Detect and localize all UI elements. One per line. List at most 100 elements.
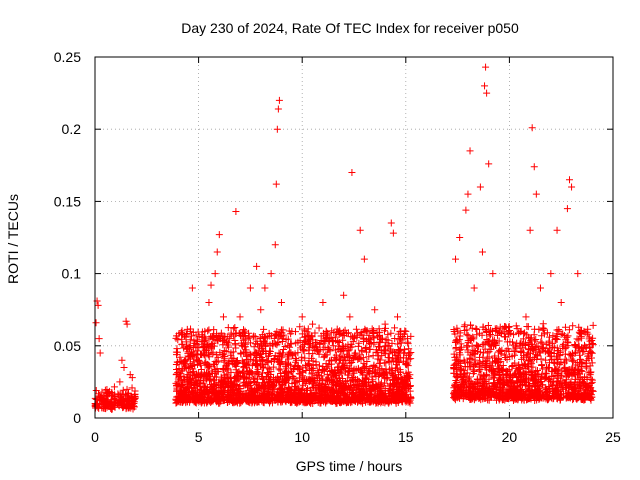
data-point	[184, 394, 192, 402]
data-point	[122, 317, 130, 325]
data-point	[255, 371, 263, 379]
data-point	[404, 351, 412, 359]
data-point	[466, 147, 474, 155]
data-point	[587, 348, 595, 356]
data-point	[282, 397, 290, 405]
data-point	[346, 383, 354, 391]
data-point	[363, 396, 371, 404]
data-point	[575, 323, 583, 331]
data-point	[502, 371, 510, 379]
data-point	[561, 355, 569, 363]
data-point	[315, 381, 323, 389]
data-point	[457, 365, 465, 373]
data-point	[360, 335, 368, 343]
data-point	[340, 291, 348, 299]
data-point	[568, 183, 576, 191]
data-point	[374, 389, 382, 397]
data-point	[501, 333, 509, 341]
data-point	[269, 381, 277, 389]
data-point	[254, 387, 262, 395]
data-point	[523, 352, 531, 360]
data-point	[566, 394, 574, 402]
data-point	[378, 365, 386, 373]
data-point	[484, 390, 492, 398]
data-point	[333, 325, 341, 333]
data-point	[306, 340, 314, 348]
data-point	[211, 358, 219, 366]
data-point	[225, 374, 233, 382]
data-point	[463, 330, 471, 338]
data-point	[373, 328, 381, 336]
data-point	[98, 404, 106, 412]
data-point	[485, 353, 493, 361]
data-point	[491, 369, 499, 377]
data-point	[485, 160, 493, 168]
data-point	[450, 327, 458, 335]
data-point	[105, 390, 113, 398]
data-point	[403, 376, 411, 384]
data-point	[253, 262, 261, 270]
data-point	[323, 351, 331, 359]
data-point	[305, 350, 313, 358]
data-point	[564, 332, 572, 340]
data-point	[229, 360, 237, 368]
data-point	[574, 270, 582, 278]
data-point	[587, 379, 595, 387]
data-point	[355, 339, 363, 347]
data-point	[476, 183, 484, 191]
data-point	[295, 398, 303, 406]
data-point	[209, 350, 217, 358]
data-point	[402, 327, 410, 335]
data-point	[504, 391, 512, 399]
data-point	[322, 333, 330, 341]
data-point	[462, 206, 470, 214]
data-point	[583, 356, 591, 364]
data-point	[195, 356, 203, 364]
data-point	[532, 190, 540, 198]
data-point	[217, 388, 225, 396]
data-point	[531, 396, 539, 404]
data-point	[384, 331, 392, 339]
data-point	[232, 208, 240, 216]
data-point	[300, 347, 308, 355]
data-point	[391, 390, 399, 398]
data-point	[338, 365, 346, 373]
data-point	[338, 343, 346, 351]
data-point	[260, 333, 268, 341]
data-point	[268, 380, 276, 388]
data-point	[296, 344, 304, 352]
data-point	[469, 366, 477, 374]
data-point	[476, 359, 484, 367]
data-point	[387, 329, 395, 337]
data-point	[348, 376, 356, 384]
data-point	[543, 347, 551, 355]
data-point	[404, 335, 412, 343]
data-point	[182, 338, 190, 346]
data-point	[542, 356, 550, 364]
data-point	[519, 371, 527, 379]
data-point	[457, 345, 465, 353]
data-point	[453, 378, 461, 386]
data-point	[176, 353, 184, 361]
data-point	[328, 327, 336, 335]
data-point	[569, 357, 577, 365]
data-point	[384, 342, 392, 350]
data-point	[539, 343, 547, 351]
data-point	[248, 362, 256, 370]
data-point	[96, 349, 104, 357]
data-point	[274, 105, 282, 113]
data-point	[186, 327, 194, 335]
data-point	[545, 375, 553, 383]
data-point	[575, 336, 583, 344]
data-point	[339, 336, 347, 344]
data-point	[341, 378, 349, 386]
data-point	[279, 394, 287, 402]
data-point	[197, 395, 205, 403]
data-point	[119, 386, 127, 394]
data-point	[539, 326, 547, 334]
data-point	[511, 359, 519, 367]
data-point	[541, 384, 549, 392]
data-point	[237, 396, 245, 404]
data-point	[221, 382, 229, 390]
data-point	[300, 333, 308, 341]
